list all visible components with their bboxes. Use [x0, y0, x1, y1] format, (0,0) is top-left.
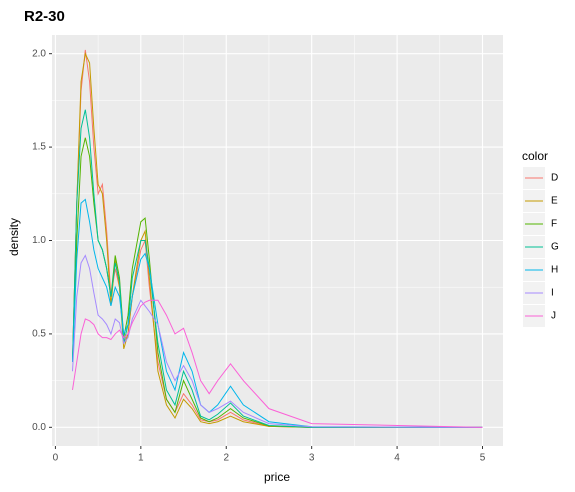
x-tick-label: 3 [309, 453, 315, 464]
legend-title: color [522, 149, 548, 163]
x-tick-label: 4 [394, 453, 400, 464]
legend-label: H [551, 265, 558, 276]
density-line [72, 49, 483, 428]
chart-title: R2-30 [24, 8, 65, 25]
y-tick-label: 0.5 [32, 329, 46, 340]
legend-label: I [551, 288, 554, 299]
density-line [72, 254, 483, 428]
y-tick-label: 0.0 [32, 422, 46, 433]
x-tick-label: 0 [53, 453, 59, 464]
density-line [72, 137, 483, 428]
legend-label: E [551, 196, 558, 207]
density-line [72, 109, 483, 428]
x-tick-label: 5 [480, 453, 486, 464]
y-tick-label: 1.5 [32, 142, 46, 153]
y-axis-label: density [7, 218, 21, 256]
x-tick-label: 2 [223, 453, 229, 464]
legend-label: G [551, 242, 559, 253]
density-line [72, 198, 483, 428]
density-line [72, 299, 483, 428]
legend-label: F [551, 219, 557, 230]
x-tick-label: 1 [138, 453, 144, 464]
y-tick-label: 2.0 [32, 48, 46, 59]
x-axis-label: price [264, 470, 290, 484]
y-tick-label: 1.0 [32, 235, 46, 246]
legend-label: J [551, 311, 556, 322]
legend-label: D [551, 173, 558, 184]
